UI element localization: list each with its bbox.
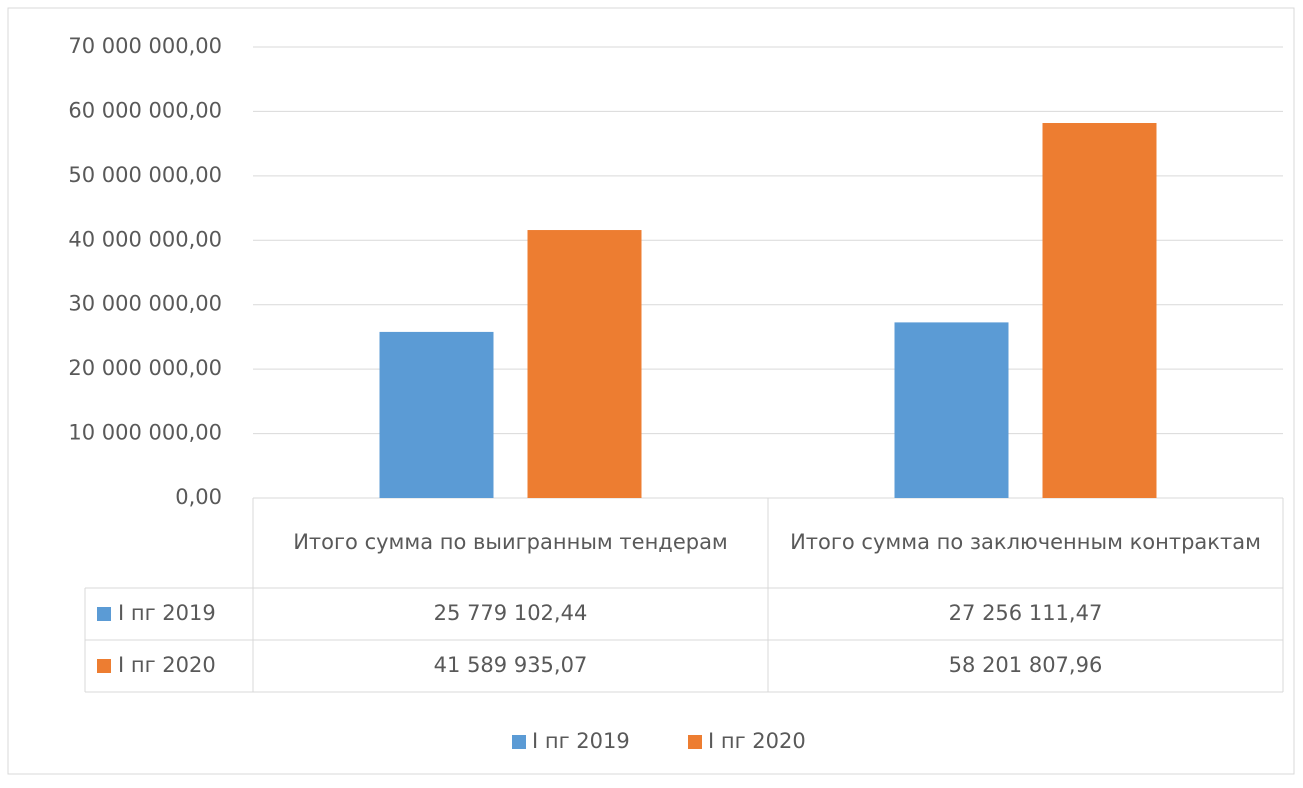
data-label: 25 779 102,44: [434, 601, 588, 625]
x-tick-label: Итого сумма по заключенным контрактам: [790, 530, 1261, 555]
data-label: 41 589 935,07: [434, 653, 588, 677]
y-tick-label: 40 000 000,00: [68, 227, 222, 251]
bar: [894, 322, 1009, 498]
table-series-name: I пг 2020: [118, 653, 216, 677]
category-cell: Итого сумма по выигранным тендерам: [293, 530, 728, 555]
legend-key: [688, 735, 702, 749]
table-legend-key: [97, 607, 111, 621]
y-tick-label: 50 000 000,00: [68, 163, 222, 187]
y-tick-label: 0,00: [175, 485, 222, 509]
x-tick-label: Итого сумма по выигранным тендерам: [293, 530, 728, 555]
legend-key: [512, 735, 526, 749]
table-legend-key: [97, 659, 111, 673]
y-tick-label: 70 000 000,00: [68, 34, 222, 58]
category-cell: Итого сумма по заключенным контрактам: [790, 530, 1261, 555]
data-label: 27 256 111,47: [949, 601, 1103, 625]
bar: [379, 331, 494, 498]
y-tick-label: 20 000 000,00: [68, 356, 222, 380]
bar: [1042, 123, 1157, 498]
legend-label: I пг 2019: [532, 729, 630, 753]
bar: [527, 230, 642, 498]
data-label: 58 201 807,96: [949, 653, 1103, 677]
table-series-name: I пг 2019: [118, 601, 216, 625]
legend-label: I пг 2020: [708, 729, 806, 753]
y-tick-label: 30 000 000,00: [68, 292, 222, 316]
y-tick-label: 10 000 000,00: [68, 421, 222, 445]
y-tick-label: 60 000 000,00: [68, 98, 222, 122]
